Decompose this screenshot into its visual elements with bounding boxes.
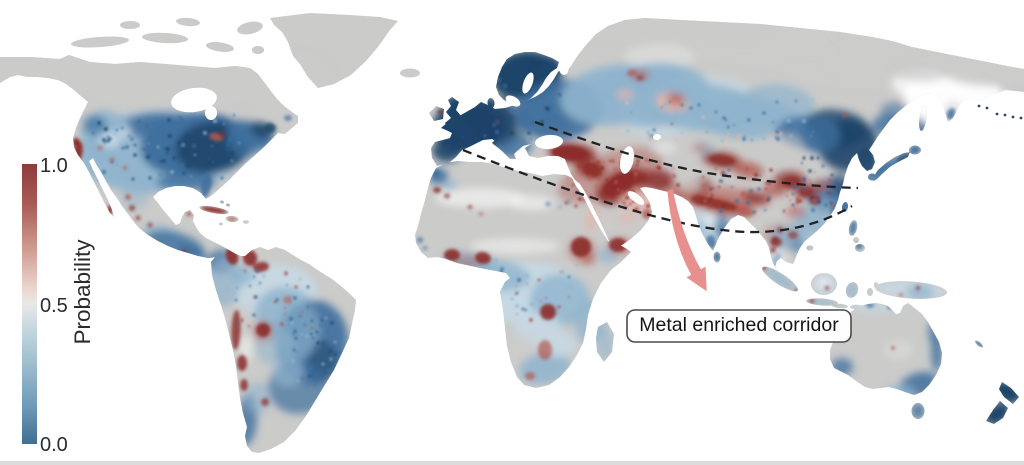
svg-text:1.0: 1.0 xyxy=(40,155,68,177)
svg-text:Probability: Probability xyxy=(70,239,95,345)
svg-text:0.5: 0.5 xyxy=(40,295,68,317)
svg-text:Metal enriched corridor: Metal enriched corridor xyxy=(639,314,839,336)
svg-text:0.0: 0.0 xyxy=(40,434,68,456)
